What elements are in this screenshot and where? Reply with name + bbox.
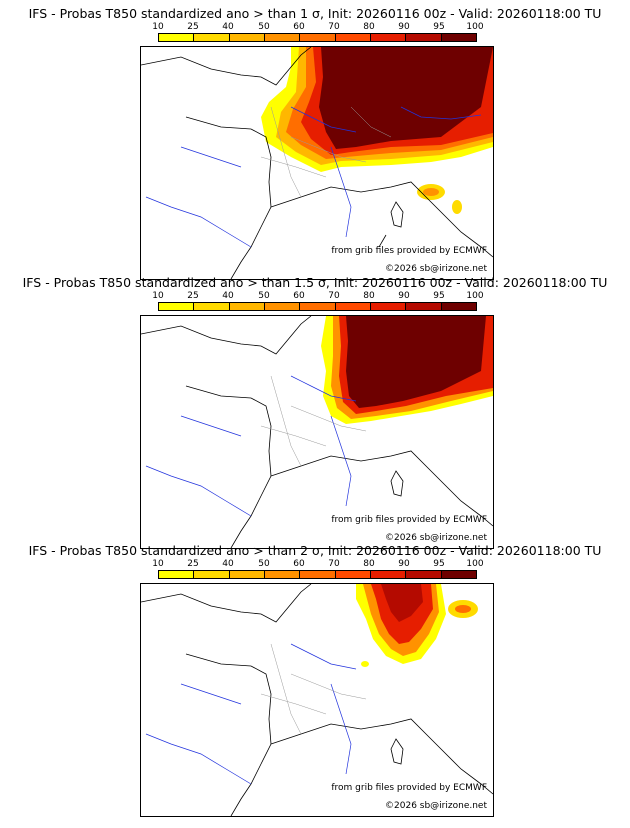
map-panel-3: IFS - Probas T850 standardized ano > tha… xyxy=(0,543,630,819)
cb-label: 90 xyxy=(398,291,410,301)
cb-label: 50 xyxy=(258,22,270,32)
cb-label: 60 xyxy=(293,559,305,569)
colorbar-cell xyxy=(159,34,195,41)
cb-label: 70 xyxy=(328,22,340,32)
cb-label: 95 xyxy=(433,291,445,301)
copyright: ©2026 sb@irizone.net xyxy=(385,801,487,811)
map-panel-2: IFS - Probas T850 standardized ano > tha… xyxy=(0,275,630,551)
colorbar-labels-1: 10 25 40 50 60 70 80 90 95 100 xyxy=(152,22,483,32)
colorbar-cell xyxy=(370,571,407,578)
cb-label: 10 xyxy=(152,22,164,32)
cb-label: 100 xyxy=(466,559,484,569)
copyright: ©2026 sb@irizone.net xyxy=(385,533,487,543)
cb-label: 40 xyxy=(222,22,234,32)
colorbar-cell xyxy=(406,571,442,578)
colorbar-cell xyxy=(300,303,336,310)
probability-field xyxy=(356,584,478,667)
colorbar-1 xyxy=(158,33,477,42)
colorbar-cell xyxy=(335,571,371,578)
cb-label: 95 xyxy=(433,559,445,569)
admin-borders xyxy=(260,643,367,735)
probability-map-3: from grib files provided by ECMWF ©2026 … xyxy=(140,583,494,817)
panel-title-1: IFS - Probas T850 standardized ano > tha… xyxy=(28,6,602,21)
map-svg xyxy=(141,584,493,816)
colorbar-cell xyxy=(441,34,476,41)
colorbar-cell xyxy=(300,34,336,41)
cb-label: 60 xyxy=(293,22,305,32)
coastlines xyxy=(141,47,493,279)
cb-label: 25 xyxy=(187,559,199,569)
cb-label: 80 xyxy=(363,291,375,301)
colorbar-labels-3: 10 25 40 50 60 70 80 90 95 100 xyxy=(152,559,483,569)
colorbar-2 xyxy=(158,302,477,311)
map-svg xyxy=(141,47,493,279)
colorbar-cell xyxy=(194,571,230,578)
cb-label: 25 xyxy=(187,291,199,301)
cb-label: 10 xyxy=(152,291,164,301)
source-credit: from grib files provided by ECMWF xyxy=(331,515,487,525)
probability-field xyxy=(321,316,493,424)
colorbar-cell xyxy=(229,303,265,310)
cb-label: 80 xyxy=(363,559,375,569)
rivers xyxy=(145,106,482,248)
map-svg xyxy=(141,316,493,548)
panel-title-2: IFS - Probas T850 standardized ano > tha… xyxy=(22,275,608,290)
colorbar-cell xyxy=(441,303,476,310)
colorbar-cell xyxy=(159,571,195,578)
cb-label: 95 xyxy=(433,22,445,32)
cb-label: 70 xyxy=(328,559,340,569)
colorbar-cell xyxy=(229,571,265,578)
probability-map-1: from grib files provided by ECMWF ©2026 … xyxy=(140,46,494,280)
colorbar-cell xyxy=(441,571,476,578)
map-panel-1: IFS - Probas T850 standardized ano > tha… xyxy=(0,6,630,282)
colorbar-cell xyxy=(406,34,442,41)
colorbar-cell xyxy=(335,34,371,41)
rivers xyxy=(145,643,357,785)
colorbar-cell xyxy=(264,303,301,310)
cb-label: 10 xyxy=(152,559,164,569)
admin-borders xyxy=(260,106,392,198)
colorbar-3 xyxy=(158,570,477,579)
colorbar-cell xyxy=(159,303,195,310)
colorbar-cell xyxy=(194,34,230,41)
colorbar-cell xyxy=(370,303,407,310)
cb-label: 40 xyxy=(222,291,234,301)
cb-label: 40 xyxy=(222,559,234,569)
coastlines xyxy=(141,316,493,548)
colorbar-cell xyxy=(370,34,407,41)
colorbar-labels-2: 10 25 40 50 60 70 80 90 95 100 xyxy=(152,291,483,301)
cb-label: 80 xyxy=(363,22,375,32)
probability-map-2: from grib files provided by ECMWF ©2026 … xyxy=(140,315,494,549)
copyright: ©2026 sb@irizone.net xyxy=(385,264,487,274)
cb-label: 50 xyxy=(258,291,270,301)
coastlines xyxy=(141,584,493,816)
panel-title-3: IFS - Probas T850 standardized ano > tha… xyxy=(28,543,602,558)
cb-label: 60 xyxy=(293,291,305,301)
cb-label: 90 xyxy=(398,22,410,32)
colorbar-cell xyxy=(264,571,301,578)
colorbar-cell xyxy=(229,34,265,41)
cb-label: 25 xyxy=(187,22,199,32)
cb-label: 100 xyxy=(466,22,484,32)
colorbar-cell xyxy=(335,303,371,310)
cb-label: 70 xyxy=(328,291,340,301)
colorbar-cell xyxy=(300,571,336,578)
rivers xyxy=(145,375,357,517)
cb-label: 90 xyxy=(398,559,410,569)
source-credit: from grib files provided by ECMWF xyxy=(331,783,487,793)
colorbar-cell xyxy=(406,303,442,310)
source-credit: from grib files provided by ECMWF xyxy=(331,246,487,256)
colorbar-cell xyxy=(194,303,230,310)
cb-label: 100 xyxy=(466,291,484,301)
colorbar-cell xyxy=(264,34,301,41)
admin-borders xyxy=(260,375,367,467)
cb-label: 50 xyxy=(258,559,270,569)
probability-field xyxy=(261,47,493,214)
